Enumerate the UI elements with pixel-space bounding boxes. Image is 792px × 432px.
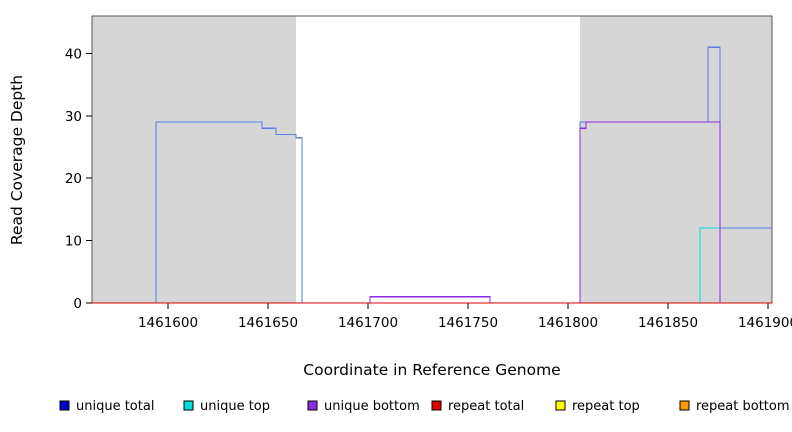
y-tick-label: 10 [65, 234, 82, 250]
y-tick-label: 20 [65, 171, 82, 187]
x-tick-label: 1461750 [438, 315, 498, 331]
legend-marker-unique-total [59, 400, 70, 411]
legend-label-repeat-bottom: repeat bottom [696, 399, 790, 414]
legend-marker-repeat-total [431, 400, 442, 411]
legend-marker-unique-bottom [307, 400, 318, 411]
plot-area: 1461600 1461650 1461700 1461750 1461800 14618… [65, 15, 792, 331]
x-tick-label: 1461800 [538, 315, 598, 331]
chart-legend: unique total unique top unique bottom repea… [59, 399, 790, 414]
y-axis-title: Read Coverage Depth [8, 75, 26, 245]
legend-label-repeat-total: repeat total [448, 399, 524, 414]
legend-label-unique-top: unique top [200, 399, 270, 414]
x-tick-label: 1461850 [638, 315, 698, 331]
legend-marker-unique-top [183, 400, 194, 411]
legend-marker-repeat-top [555, 400, 566, 411]
legend-label-unique-total: unique total [76, 399, 154, 414]
legend-label-repeat-top: repeat top [572, 399, 640, 414]
shaded-region [92, 16, 296, 303]
y-tick-label: 40 [65, 46, 82, 62]
x-tick-label: 1461650 [238, 315, 298, 331]
x-tick-label: 1461600 [138, 315, 198, 331]
y-tick-label: 0 [73, 296, 82, 312]
unique-bottom-line [92, 121, 772, 304]
shaded-region [580, 16, 772, 303]
x-tick-label: 1461700 [338, 315, 398, 331]
legend-marker-repeat-bottom [679, 400, 690, 411]
x-axis-title: Coordinate in Reference Genome [303, 361, 560, 379]
y-tick-label: 30 [65, 109, 82, 125]
legend-label-unique-bottom: unique bottom [324, 399, 420, 414]
